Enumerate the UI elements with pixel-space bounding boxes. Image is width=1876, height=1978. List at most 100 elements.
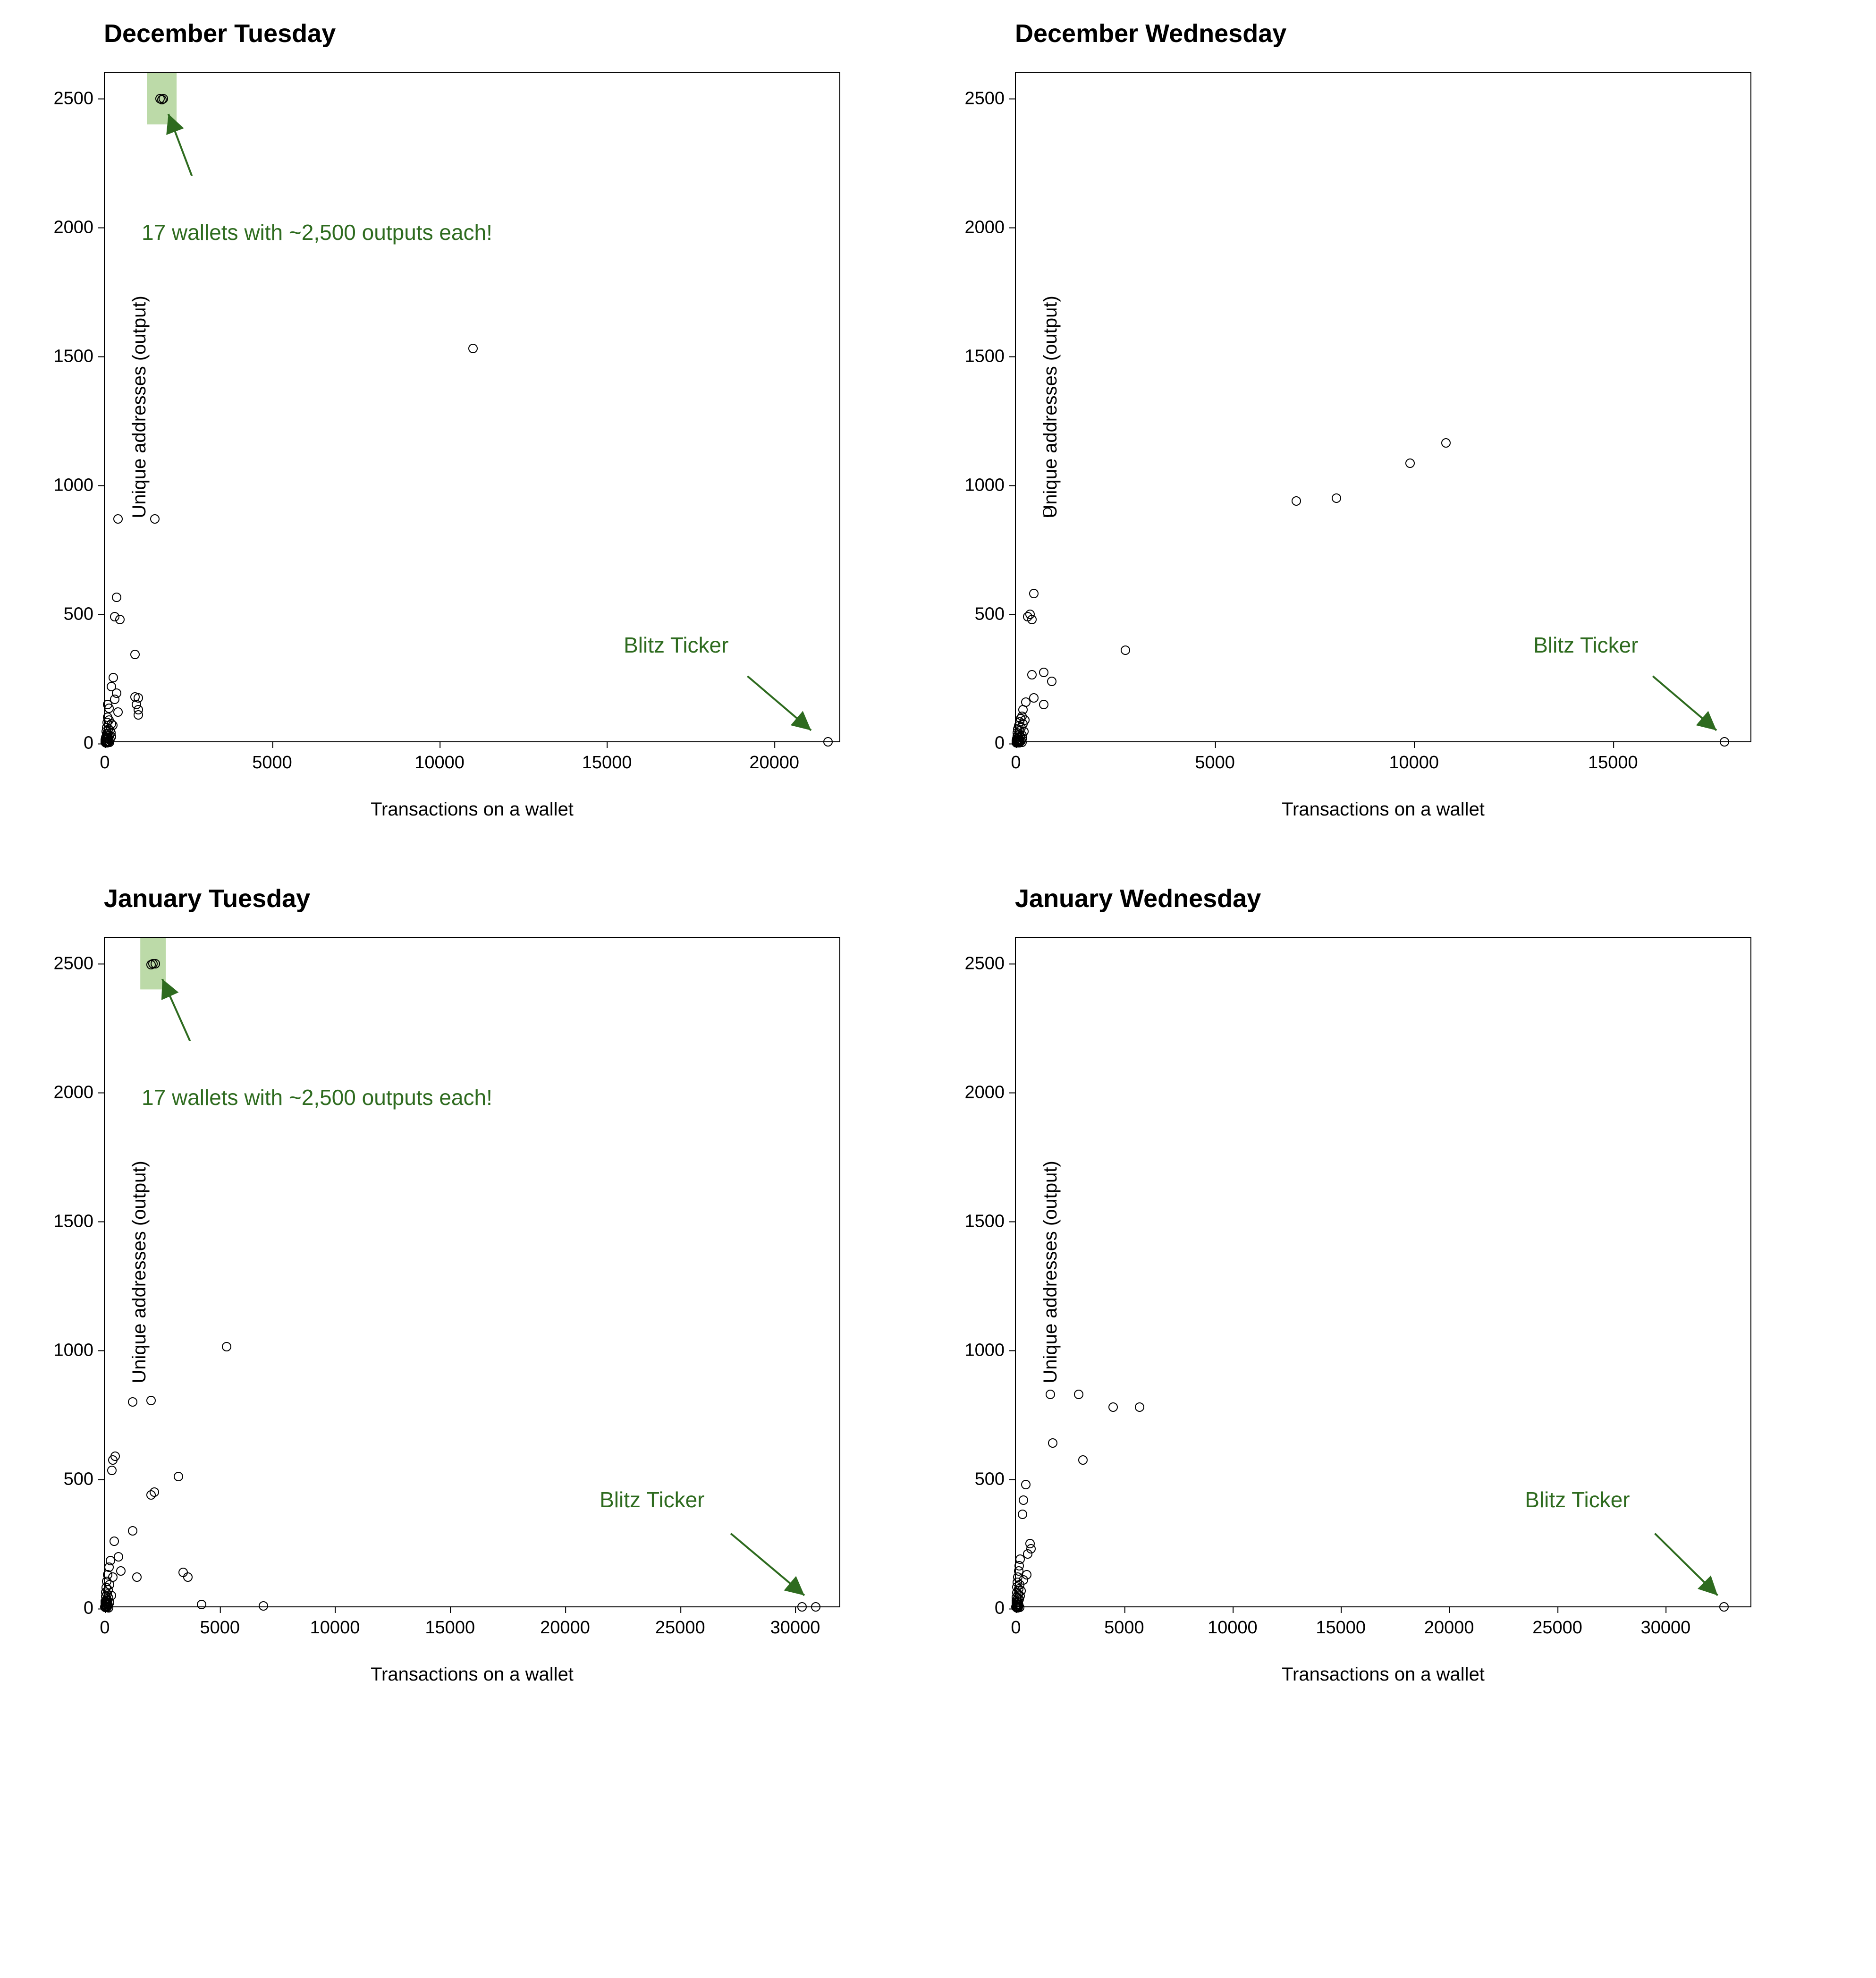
data-point <box>1078 1455 1088 1465</box>
y-tick: 2000 <box>943 217 1016 238</box>
data-point <box>113 707 123 717</box>
x-tick: 20000 <box>749 741 799 773</box>
panel-dec-tue: December Tuesday Unique addresses (outpu… <box>19 19 902 856</box>
y-tick: 0 <box>32 733 105 754</box>
data-point <box>174 1472 183 1481</box>
plot-wrap: Unique addresses (output) 05001000150020… <box>19 53 869 856</box>
data-point <box>107 1466 117 1475</box>
data-point <box>112 593 121 602</box>
data-point <box>146 1396 156 1405</box>
x-tick: 5000 <box>1195 741 1235 773</box>
y-tick: 2500 <box>943 953 1016 974</box>
y-tick: 0 <box>943 733 1016 754</box>
blitz-ticker-label: Blitz Ticker <box>1533 632 1638 658</box>
arrow-layer <box>105 938 841 1608</box>
y-tick: 1000 <box>32 475 105 495</box>
data-point <box>1074 1390 1083 1399</box>
data-point <box>108 1455 118 1465</box>
wallets-arrow <box>162 979 190 1041</box>
panel-jan-wed: January Wednesday Unique addresses (outp… <box>930 884 1813 1721</box>
data-point <box>1048 1438 1057 1448</box>
data-point <box>130 650 140 659</box>
data-point <box>1332 493 1341 503</box>
data-point <box>1027 615 1037 624</box>
panel-jan-tue: January Tuesday Unique addresses (output… <box>19 884 902 1721</box>
y-tick: 500 <box>943 604 1016 624</box>
y-tick: 0 <box>32 1598 105 1619</box>
panel-title: December Tuesday <box>104 19 902 48</box>
y-tick: 500 <box>943 1469 1016 1489</box>
data-point <box>1046 1390 1055 1399</box>
data-point <box>222 1342 231 1351</box>
x-tick: 5000 <box>1104 1606 1144 1638</box>
arrow-layer <box>1016 73 1752 743</box>
data-point <box>1014 738 1024 747</box>
data-point <box>1043 508 1052 517</box>
y-tick: 1000 <box>943 1340 1016 1360</box>
y-tick: 2500 <box>32 88 105 109</box>
x-axis-label: Transactions on a wallet <box>1015 1664 1751 1685</box>
data-point <box>128 1526 137 1536</box>
x-tick: 5000 <box>252 741 292 773</box>
x-tick: 30000 <box>1641 1606 1691 1638</box>
plot-area: 0500100015002000250005000100001500020000… <box>104 72 840 742</box>
data-point <box>1720 737 1729 747</box>
data-point <box>102 738 112 747</box>
x-tick: 10000 <box>1208 1606 1258 1638</box>
panel-title: January Wednesday <box>1015 884 1813 913</box>
panel-title: January Tuesday <box>104 884 902 913</box>
data-point <box>1029 589 1039 598</box>
data-point <box>797 1602 807 1612</box>
data-point <box>114 1552 123 1562</box>
y-tick: 1000 <box>943 475 1016 495</box>
x-tick: 20000 <box>540 1606 590 1638</box>
x-tick: 15000 <box>582 741 632 773</box>
x-tick: 15000 <box>1316 1606 1366 1638</box>
data-point <box>1013 1603 1023 1613</box>
data-point <box>109 673 118 682</box>
y-tick: 1500 <box>943 1211 1016 1231</box>
plot-wrap: Unique addresses (output) 05001000150020… <box>19 918 869 1721</box>
x-tick: 5000 <box>200 1606 240 1638</box>
data-point <box>259 1601 268 1611</box>
data-point <box>468 344 478 353</box>
arrow-layer <box>105 73 841 743</box>
y-tick: 500 <box>32 604 105 624</box>
data-point <box>115 615 125 624</box>
x-axis-label: Transactions on a wallet <box>104 799 840 820</box>
data-point <box>110 1537 119 1546</box>
data-point <box>1108 1402 1118 1412</box>
x-tick: 10000 <box>414 741 465 773</box>
data-point <box>150 1487 159 1497</box>
blitz-ticker-label: Blitz Ticker <box>600 1487 704 1512</box>
x-tick: 20000 <box>1424 1606 1474 1638</box>
x-tick: 10000 <box>310 1606 360 1638</box>
data-point <box>1135 1402 1144 1412</box>
data-point <box>128 1397 137 1407</box>
blitz-ticker-label: Blitz Ticker <box>1525 1487 1630 1512</box>
panel-title: December Wednesday <box>1015 19 1813 48</box>
plot-area: 0500100015002000250005000100001500020000… <box>1015 937 1751 1607</box>
data-point <box>107 682 116 691</box>
y-tick: 500 <box>32 1469 105 1489</box>
data-point <box>1047 677 1056 686</box>
data-point <box>132 1572 142 1582</box>
data-point <box>811 1602 820 1612</box>
x-tick: 15000 <box>1588 741 1638 773</box>
y-tick: 1000 <box>32 1340 105 1360</box>
data-point <box>1039 700 1048 709</box>
y-tick: 2500 <box>32 953 105 974</box>
blitz-arrow <box>1655 1534 1718 1596</box>
data-point <box>104 1603 113 1613</box>
data-point <box>1405 458 1415 468</box>
blitz-arrow <box>747 676 811 730</box>
blitz-arrow <box>1653 676 1716 730</box>
plot-area: 0500100015002000250005000100001500020000… <box>104 937 840 1607</box>
y-tick: 2000 <box>32 217 105 238</box>
blitz-ticker-label: Blitz Ticker <box>624 632 728 658</box>
y-tick: 1500 <box>32 346 105 366</box>
data-point <box>1027 670 1037 679</box>
y-tick: 1500 <box>32 1211 105 1231</box>
data-point <box>1019 1495 1028 1505</box>
x-tick: 25000 <box>1532 1606 1582 1638</box>
